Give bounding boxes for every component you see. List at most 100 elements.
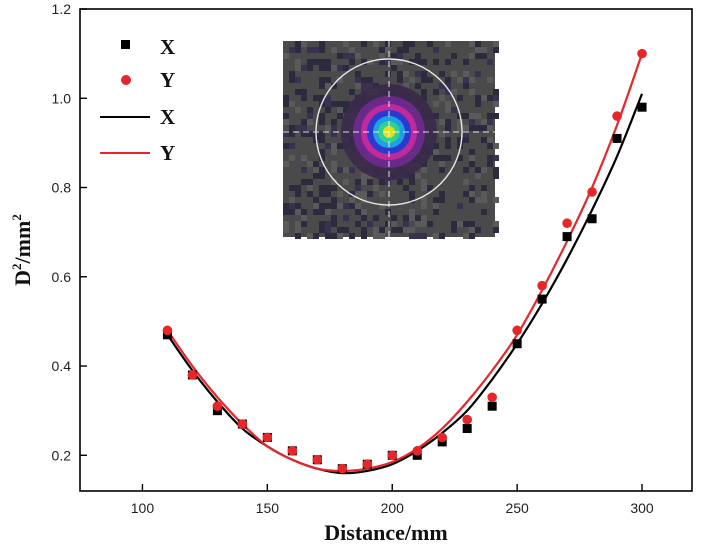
- inset-noise-pixel: [289, 77, 295, 83]
- inset-noise-pixel: [295, 185, 301, 191]
- inset-noise-pixel: [319, 77, 325, 83]
- inset-noise-pixel: [493, 143, 499, 149]
- inset-noise-pixel: [379, 47, 385, 53]
- inset-noise-pixel: [475, 227, 481, 233]
- inset-noise-pixel: [325, 65, 331, 71]
- inset-noise-pixel: [409, 197, 415, 203]
- inset-noise-pixel: [463, 137, 469, 143]
- inset-noise-pixel: [397, 71, 403, 77]
- inset-noise-pixel: [415, 233, 421, 239]
- point-y: [562, 218, 572, 229]
- inset-noise-pixel: [331, 149, 337, 155]
- inset-noise-pixel: [397, 59, 403, 65]
- inset-noise-pixel: [445, 59, 451, 65]
- inset-noise-pixel: [379, 53, 385, 59]
- inset-noise-pixel: [361, 191, 367, 197]
- inset-noise-pixel: [481, 185, 487, 191]
- inset-noise-pixel: [373, 185, 379, 191]
- y-tick-label: 0.6: [52, 269, 72, 285]
- inset-noise-pixel: [313, 167, 319, 173]
- inset-noise-pixel: [283, 143, 289, 149]
- inset-noise-pixel: [421, 89, 427, 95]
- legend: X Y X Y: [100, 35, 175, 165]
- inset-noise-pixel: [319, 209, 325, 215]
- inset-noise-pixel: [481, 209, 487, 215]
- inset-noise-pixel: [469, 89, 475, 95]
- inset-noise-pixel: [445, 101, 451, 107]
- point-x: [587, 214, 597, 224]
- inset-noise-pixel: [445, 41, 451, 47]
- inset-noise-pixel: [433, 197, 439, 203]
- inset-noise-pixel: [463, 167, 469, 173]
- inset-noise-pixel: [493, 47, 499, 53]
- inset-noise-pixel: [319, 191, 325, 197]
- inset-noise-pixel: [337, 233, 343, 239]
- inset-noise-pixel: [391, 59, 397, 65]
- inset-noise-pixel: [319, 137, 325, 143]
- inset-noise-pixel: [283, 95, 289, 101]
- inset-noise-pixel: [289, 47, 295, 53]
- point-y: [312, 454, 323, 465]
- inset-noise-pixel: [457, 203, 463, 209]
- inset-noise-pixel: [385, 221, 391, 227]
- inset-noise-pixel: [463, 191, 469, 197]
- inset-noise-pixel: [493, 113, 499, 119]
- inset-noise-pixel: [319, 47, 325, 53]
- inset-noise-pixel: [301, 125, 307, 131]
- inset-noise-pixel: [391, 221, 397, 227]
- inset-noise-pixel: [295, 77, 301, 83]
- inset-noise-pixel: [331, 179, 337, 185]
- inset-noise-pixel: [313, 47, 319, 53]
- inset-noise-pixel: [469, 155, 475, 161]
- inset-noise-pixel: [487, 77, 493, 83]
- x-tick-label: 100: [131, 500, 155, 516]
- inset-noise-pixel: [403, 215, 409, 221]
- inset-noise-pixel: [439, 83, 445, 89]
- inset-noise-pixel: [469, 185, 475, 191]
- inset-noise-pixel: [331, 233, 337, 239]
- inset-noise-pixel: [361, 197, 367, 203]
- inset-noise-pixel: [355, 191, 361, 197]
- inset-noise-pixel: [325, 77, 331, 83]
- point-y: [487, 392, 497, 403]
- inset-noise-pixel: [415, 71, 421, 77]
- inset-noise-pixel: [391, 65, 397, 71]
- inset-noise-pixel: [439, 167, 445, 173]
- inset-noise-pixel: [319, 173, 325, 179]
- inset-noise-pixel: [481, 137, 487, 143]
- inset-noise-pixel: [283, 131, 289, 137]
- inset-noise-pixel: [289, 131, 295, 137]
- inset-noise-pixel: [283, 161, 289, 167]
- inset-noise-pixel: [481, 125, 487, 131]
- inset-noise-pixel: [331, 65, 337, 71]
- inset-noise-pixel: [457, 143, 463, 149]
- inset-noise-pixel: [289, 209, 295, 215]
- legend-label-x-points: X: [160, 35, 175, 59]
- inset-noise-pixel: [295, 41, 301, 47]
- inset-noise-pixel: [301, 65, 307, 71]
- inset-noise-pixel: [421, 203, 427, 209]
- inset-noise-pixel: [481, 191, 487, 197]
- inset-noise-pixel: [289, 101, 295, 107]
- inset-noise-pixel: [331, 161, 337, 167]
- inset-noise-pixel: [313, 203, 319, 209]
- inset-noise-pixel: [493, 227, 499, 233]
- inset-noise-pixel: [397, 47, 403, 53]
- inset-noise-pixel: [487, 113, 493, 119]
- point-y: [537, 280, 547, 291]
- inset-noise-pixel: [469, 53, 475, 59]
- inset-noise-pixel: [421, 95, 427, 101]
- y-tick-label: 0.8: [52, 180, 72, 196]
- inset-noise-pixel: [409, 77, 415, 83]
- inset-noise-pixel: [301, 89, 307, 95]
- inset-noise-pixel: [307, 191, 313, 197]
- inset-noise-pixel: [295, 233, 301, 239]
- inset-noise-pixel: [439, 155, 445, 161]
- inset-noise-pixel: [487, 143, 493, 149]
- inset-noise-pixel: [451, 107, 457, 113]
- inset-noise-pixel: [295, 209, 301, 215]
- y-tick-label: 1.0: [52, 90, 72, 106]
- inset-noise-pixel: [325, 227, 331, 233]
- inset-noise-pixel: [421, 215, 427, 221]
